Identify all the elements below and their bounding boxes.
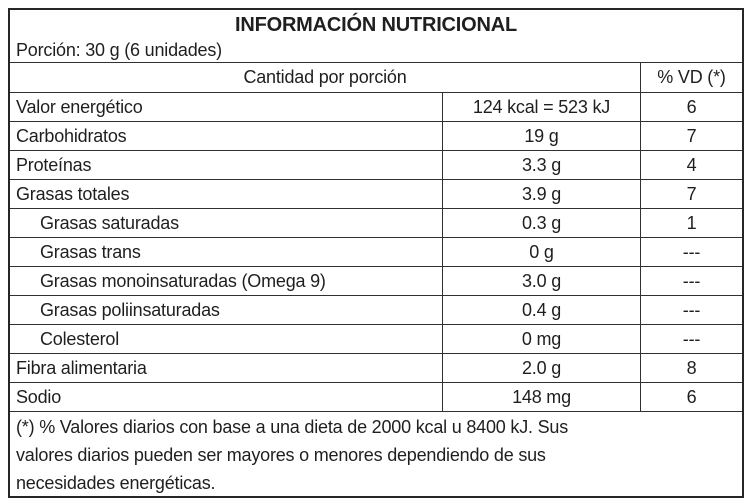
nutrient-amount: 19 g <box>442 122 640 150</box>
nutrient-vd: 7 <box>640 180 742 208</box>
table-header-block: INFORMACIÓN NUTRICIONAL Porción: 30 g (6… <box>10 10 742 63</box>
nutrient-vd: --- <box>640 238 742 266</box>
column-header-row: Cantidad por porción % VD (*) <box>10 63 742 93</box>
nutrient-amount: 0.3 g <box>442 209 640 237</box>
table-row-grasas-totales: Grasas totales 3.9 g 7 <box>10 180 742 209</box>
nutrient-name: Grasas monoinsaturadas (Omega 9) <box>40 271 326 291</box>
nutrient-amount: 124 kcal = 523 kJ <box>442 93 640 121</box>
nutrient-vd: 6 <box>640 93 742 121</box>
nutrient-vd: 8 <box>640 354 742 382</box>
nutrient-amount: 0 g <box>442 238 640 266</box>
nutrient-vd: 1 <box>640 209 742 237</box>
nutrient-vd: 4 <box>640 151 742 179</box>
nutrient-name: Grasas saturadas <box>40 213 179 233</box>
nutrient-name: Carbohidratos <box>16 126 127 146</box>
nutrient-amount: 3.0 g <box>442 267 640 295</box>
nutrient-name: Grasas trans <box>40 242 141 262</box>
nutrient-vd: --- <box>640 267 742 295</box>
nutrient-vd: 7 <box>640 122 742 150</box>
portion-size: Porción: 30 g (6 unidades) <box>16 40 222 60</box>
footnote-line-2: valores diarios pueden ser mayores o men… <box>16 445 546 465</box>
nutrient-vd: --- <box>640 325 742 353</box>
footnote-line-3: necesidades energéticas. <box>16 473 216 493</box>
nutrition-table: INFORMACIÓN NUTRICIONAL Porción: 30 g (6… <box>8 8 744 498</box>
table-row-proteinas: Proteínas 3.3 g 4 <box>10 151 742 180</box>
nutrient-name: Grasas totales <box>16 184 130 204</box>
nutrient-amount: 148 mg <box>442 383 640 411</box>
table-row-sodio: Sodio 148 mg 6 <box>10 383 742 412</box>
nutrient-amount: 3.3 g <box>442 151 640 179</box>
nutrient-name: Colesterol <box>40 329 120 349</box>
nutrient-name: Sodio <box>16 387 62 407</box>
table-row-grasas-poliinsaturadas: Grasas poliinsaturadas 0.4 g --- <box>10 296 742 325</box>
table-row-grasas-trans: Grasas trans 0 g --- <box>10 238 742 267</box>
nutrient-amount: 0.4 g <box>442 296 640 324</box>
nutrient-amount: 3.9 g <box>442 180 640 208</box>
column-header-vd: % VD (*) <box>640 63 742 92</box>
table-row-grasas-saturadas: Grasas saturadas 0.3 g 1 <box>10 209 742 238</box>
nutrient-amount: 2.0 g <box>442 354 640 382</box>
table-row-fibra-alimentaria: Fibra alimentaria 2.0 g 8 <box>10 354 742 383</box>
table-row-carbohidratos: Carbohidratos 19 g 7 <box>10 122 742 151</box>
footnote-line-1: (*) % Valores diarios con base a una die… <box>16 417 569 437</box>
table-row-colesterol: Colesterol 0 mg --- <box>10 325 742 354</box>
table-title: INFORMACIÓN NUTRICIONAL <box>234 14 518 36</box>
table-row-grasas-monoinsaturadas: Grasas monoinsaturadas (Omega 9) 3.0 g -… <box>10 267 742 296</box>
daily-values-footnote: (*) % Valores diarios con base a una die… <box>10 412 742 497</box>
column-header-amount: Cantidad por porción <box>243 67 407 87</box>
nutrient-name: Fibra alimentaria <box>16 358 147 378</box>
nutrient-name: Proteínas <box>16 155 92 175</box>
nutrient-amount: 0 mg <box>442 325 640 353</box>
nutrient-vd: --- <box>640 296 742 324</box>
nutrient-name: Valor energético <box>16 97 143 117</box>
table-row-valor-energetico: Valor energético 124 kcal = 523 kJ 6 <box>10 93 742 122</box>
nutrient-vd: 6 <box>640 383 742 411</box>
nutrient-name: Grasas poliinsaturadas <box>40 300 220 320</box>
